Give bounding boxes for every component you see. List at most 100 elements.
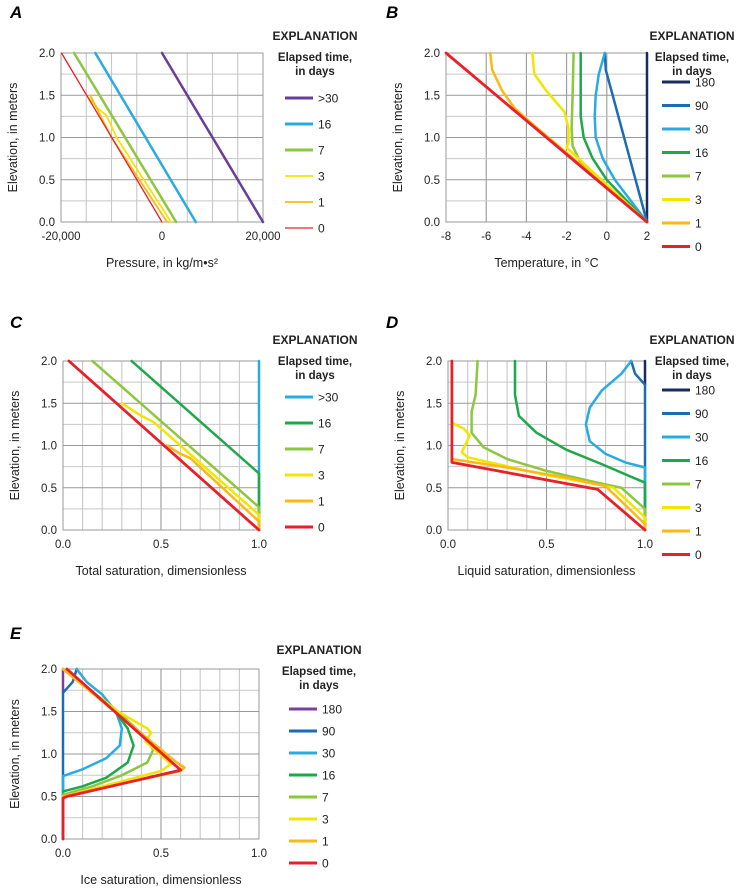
series-line-3	[531, 51, 649, 224]
legend-item: 1	[289, 835, 329, 849]
legend-subtitle: in days	[295, 66, 335, 78]
legend-label: 3	[318, 170, 325, 184]
panel-a: A 0.0 0.5 1.0 1.5 2.0 -20,000 0 20,000 Pressure,…	[6, 3, 358, 270]
series-line-3	[120, 402, 261, 532]
panel-b: B 0.0 0.5 1.0 1.5 2.0 -8 -6 -4 -2 0 2 Temperature, …	[386, 3, 735, 270]
legend-label: 16	[695, 146, 709, 160]
x-tick-label: -8	[441, 231, 451, 243]
legend-item: 16	[662, 454, 709, 468]
series-line-90	[629, 359, 647, 532]
legend-a: EXPLANATION Elapsed time, in days >30 16 7 3 1 0	[272, 29, 357, 236]
legend-label: 30	[695, 431, 709, 445]
series-line-0	[444, 51, 649, 224]
legend-item: 30	[662, 431, 709, 445]
legend-item: 0	[285, 521, 325, 535]
series-line-30	[61, 667, 124, 841]
legend-item: 180	[289, 703, 342, 717]
legend-item: 0	[662, 548, 702, 562]
legend-label: 7	[695, 478, 702, 492]
y-axis-label: Elevation, in meters	[8, 391, 22, 501]
legend-label: 1	[695, 217, 702, 231]
series-line-0	[67, 359, 261, 532]
legend-label: 180	[322, 703, 342, 717]
y-axis-label: Elevation, in meters	[8, 699, 22, 809]
legend-title: EXPLANATION	[649, 29, 734, 43]
x-tick-label: 1.0	[251, 539, 267, 551]
legend-label: 1	[318, 196, 325, 210]
y-tick-label: 1.0	[41, 749, 57, 761]
legend-subtitle: Elapsed time,	[282, 666, 356, 678]
y-tick-label: 1.5	[41, 398, 57, 410]
legend-item: 1	[662, 525, 702, 539]
series-line-7	[470, 359, 647, 532]
legend-item: 90	[289, 725, 336, 739]
y-tick-label: 0.0	[39, 217, 55, 229]
y-tick-label: 1.0	[41, 441, 57, 453]
y-tick-label: 1.5	[426, 398, 442, 410]
x-tick-label: 0	[159, 231, 165, 243]
legend-title: EXPLANATION	[276, 643, 361, 657]
legend-item: 180	[662, 76, 715, 90]
legend-item: 3	[285, 170, 325, 184]
legend-item: >30	[285, 391, 339, 405]
legend-item: 3	[285, 469, 325, 483]
legend-item: 3	[662, 193, 702, 207]
legend-subtitle: Elapsed time,	[278, 52, 352, 64]
x-axis-label: Pressure, in kg/m•s²	[106, 256, 218, 270]
legend-c: EXPLANATION Elapsed time, in days >30 16 7 3 1 0	[272, 333, 357, 535]
x-tick-label: 0.5	[153, 539, 169, 551]
legend-item: >30	[285, 92, 339, 106]
legend-item: 16	[285, 417, 332, 431]
legend-label: 90	[695, 407, 709, 421]
series-line-16	[579, 51, 649, 224]
y-tick-label: 0.0	[41, 525, 57, 537]
series-line-3	[61, 667, 173, 798]
y-tick-label: 1.5	[39, 90, 55, 102]
x-tick-label: 1.0	[251, 848, 267, 860]
legend-label: 3	[695, 193, 702, 207]
legend-item: 1	[285, 196, 325, 210]
x-tick-label: 0.5	[153, 848, 169, 860]
legend-item: 0	[662, 240, 702, 254]
legend-subtitle: Elapsed time,	[655, 356, 729, 368]
legend-item: 7	[289, 791, 329, 805]
legend-subtitle: in days	[299, 680, 339, 692]
series-line-30	[593, 51, 649, 224]
legend-item: 7	[285, 443, 325, 457]
panel-letter-b: B	[386, 3, 398, 22]
series-line-1	[450, 457, 647, 532]
legend-label: 16	[695, 454, 709, 468]
legend-label: 30	[695, 123, 709, 137]
x-tick-label: 0.5	[539, 539, 555, 551]
legend-label: 180	[695, 384, 715, 398]
x-tick-label: 0	[604, 231, 610, 243]
y-tick-label: 2.0	[426, 356, 442, 368]
panel-c: C 0.0 0.5 1.0 1.5 2.0 0.0 0.5 1.0 Total saturati…	[8, 313, 358, 578]
legend-title: EXPLANATION	[272, 29, 357, 43]
legend-label: 0	[318, 521, 325, 535]
series-line-0	[60, 52, 163, 223]
grid-e	[63, 669, 259, 839]
y-tick-label: 0.0	[41, 834, 57, 846]
legend-item: 16	[662, 146, 709, 160]
legend-subtitle: in days	[672, 370, 712, 382]
y-axis-label: Elevation, in meters	[6, 83, 20, 193]
x-axis-label: Ice saturation, dimensionless	[80, 873, 241, 887]
x-tick-label: 0.0	[55, 539, 71, 551]
legend-title: EXPLANATION	[272, 333, 357, 347]
legend-item: 180	[662, 384, 715, 398]
legend-subtitle: in days	[295, 370, 335, 382]
x-tick-label: 0.0	[55, 848, 71, 860]
legend-label: 90	[695, 99, 709, 113]
legend-label: 30	[322, 747, 336, 761]
legend-label: 0	[695, 548, 702, 562]
legend-item: 0	[285, 222, 325, 236]
x-tick-label: 20,000	[245, 231, 280, 243]
panel-letter-c: C	[10, 313, 23, 332]
y-tick-label: 2.0	[424, 48, 440, 60]
y-tick-label: 1.0	[424, 133, 440, 145]
legend-item: 0	[289, 857, 329, 871]
legend-item: 7	[662, 478, 702, 492]
